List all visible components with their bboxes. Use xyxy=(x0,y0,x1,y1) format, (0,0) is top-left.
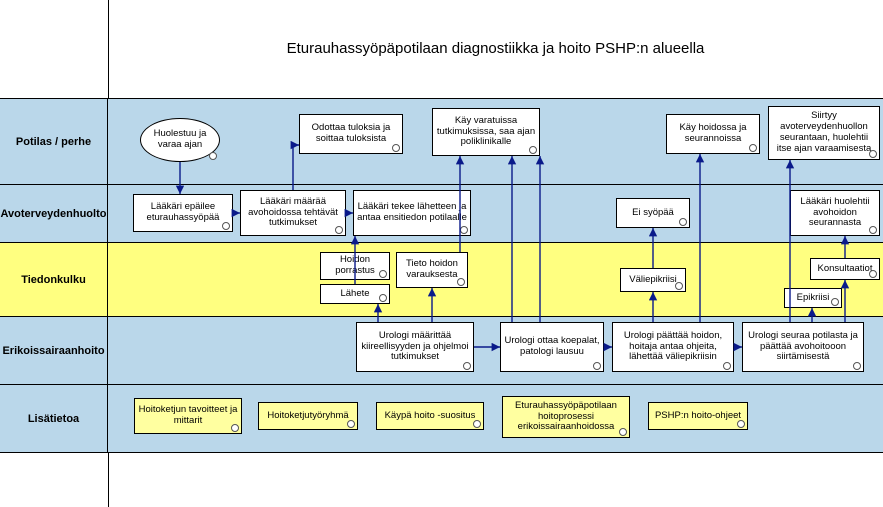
node-a5: Lääkäri huolehtii avohoidon seurannasta xyxy=(790,190,880,236)
node-marker-icon xyxy=(457,278,465,286)
node-marker-icon xyxy=(209,152,217,160)
node-t6: Epikriisi xyxy=(784,288,842,308)
diagram-title: Eturauhassyöpäpotilaan diagnostiikka ja … xyxy=(108,40,883,57)
node-text-p5: Siirtyy avoterveydenhuollon seurantaan, … xyxy=(772,111,876,155)
node-text-l5: PSHP:n hoito-ohjeet xyxy=(655,411,741,422)
node-l2: Hoitoketjutyöryhmä xyxy=(258,402,358,430)
node-marker-icon xyxy=(619,428,627,436)
node-marker-icon xyxy=(460,226,468,234)
node-t4: Väliepikriisi xyxy=(620,268,686,292)
node-text-l1: Hoitoketjun tavoitteet ja mittarit xyxy=(138,405,238,427)
node-marker-icon xyxy=(593,362,601,370)
node-p3: Käy varatuissa tutkimuksissa, saa ajan p… xyxy=(432,108,540,156)
node-a1: Lääkäri epäilee eturauhassyöpää xyxy=(133,194,233,232)
node-marker-icon xyxy=(831,298,839,306)
node-text-a3: Lääkäri tekee lähetteen ja antaa ensitie… xyxy=(357,202,467,224)
node-text-t1: Hoidon porrastus xyxy=(324,255,386,277)
node-p1: Huolestuu ja varaa ajan xyxy=(140,118,220,162)
node-e2: Urologi ottaa koepalat, patologi lausuu xyxy=(500,322,604,372)
node-l5: PSHP:n hoito-ohjeet xyxy=(648,402,748,430)
node-text-t6: Epikriisi xyxy=(797,293,830,304)
node-a2: Lääkäri määrää avohoidossa tehtävät tutk… xyxy=(240,190,346,236)
node-marker-icon xyxy=(869,226,877,234)
node-e3: Urologi päättää hoidon, hoitaja antaa oh… xyxy=(612,322,734,372)
node-marker-icon xyxy=(347,420,355,428)
node-text-e3: Urologi päättää hoidon, hoitaja antaa oh… xyxy=(616,331,730,364)
node-p2: Odottaa tuloksia ja soittaa tuloksista xyxy=(299,114,403,154)
node-marker-icon xyxy=(529,146,537,154)
node-p5: Siirtyy avoterveydenhuollon seurantaan, … xyxy=(768,106,880,160)
node-marker-icon xyxy=(737,420,745,428)
node-text-p3: Käy varatuissa tutkimuksissa, saa ajan p… xyxy=(436,116,536,149)
node-text-p2: Odottaa tuloksia ja soittaa tuloksista xyxy=(303,123,399,145)
lane-label-erik: Erikoissairaanhoito xyxy=(0,317,108,384)
node-marker-icon xyxy=(869,270,877,278)
node-marker-icon xyxy=(392,144,400,152)
node-text-l2: Hoitoketjutyöryhmä xyxy=(267,411,348,422)
node-text-t3: Tieto hoidon varauksesta xyxy=(400,259,464,281)
node-marker-icon xyxy=(222,222,230,230)
node-text-e2: Urologi ottaa koepalat, patologi lausuu xyxy=(504,336,600,358)
diagram-canvas: Eturauhassyöpäpotilaan diagnostiikka ja … xyxy=(0,0,883,507)
lane-label-lisa: Lisätietoa xyxy=(0,385,108,452)
node-e4: Urologi seuraa potilasta ja päättää avoh… xyxy=(742,322,864,372)
node-marker-icon xyxy=(679,218,687,226)
node-t5: Konsultaatiot xyxy=(810,258,880,280)
node-text-l4: Eturauhassyöpäpotilaan hoitoprosessi eri… xyxy=(506,401,626,434)
node-text-e4: Urologi seuraa potilasta ja päättää avoh… xyxy=(746,331,860,364)
node-t3: Tieto hoidon varauksesta xyxy=(396,252,468,288)
node-text-t4: Väliepikriisi xyxy=(629,275,677,286)
node-p4: Käy hoidossa ja seurannoissa xyxy=(666,114,760,154)
node-marker-icon xyxy=(723,362,731,370)
node-e1: Urologi määrittää kiireellisyyden ja ohj… xyxy=(356,322,474,372)
node-l4: Eturauhassyöpäpotilaan hoitoprosessi eri… xyxy=(502,396,630,438)
node-text-a1: Lääkäri epäilee eturauhassyöpää xyxy=(137,202,229,224)
node-t2: Lähete xyxy=(320,284,390,304)
node-text-p4: Käy hoidossa ja seurannoissa xyxy=(670,123,756,145)
node-l3: Käypä hoito -suositus xyxy=(376,402,484,430)
lane-label-tiedon: Tiedonkulku xyxy=(0,243,108,316)
node-text-a2: Lääkäri määrää avohoidossa tehtävät tutk… xyxy=(244,197,342,230)
node-a3: Lääkäri tekee lähetteen ja antaa ensitie… xyxy=(353,190,471,236)
node-text-a4: Ei syöpää xyxy=(632,208,674,219)
node-marker-icon xyxy=(379,270,387,278)
node-text-t5: Konsultaatiot xyxy=(818,264,873,275)
node-marker-icon xyxy=(379,294,387,302)
node-marker-icon xyxy=(335,226,343,234)
node-t1: Hoidon porrastus xyxy=(320,252,390,280)
node-marker-icon xyxy=(675,282,683,290)
node-marker-icon xyxy=(869,150,877,158)
bottom-border xyxy=(0,452,883,453)
node-text-l3: Käypä hoito -suositus xyxy=(385,411,476,422)
node-marker-icon xyxy=(463,362,471,370)
node-a4: Ei syöpää xyxy=(616,198,690,228)
node-text-e1: Urologi määrittää kiireellisyyden ja ohj… xyxy=(360,331,470,364)
node-text-a5: Lääkäri huolehtii avohoidon seurannasta xyxy=(794,197,876,230)
node-text-t2: Lähete xyxy=(340,289,369,300)
node-text-p1: Huolestuu ja varaa ajan xyxy=(144,129,216,151)
lane-label-potilas: Potilas / perhe xyxy=(0,99,108,184)
node-marker-icon xyxy=(473,420,481,428)
node-l1: Hoitoketjun tavoitteet ja mittarit xyxy=(134,398,242,434)
node-marker-icon xyxy=(749,144,757,152)
lane-label-avo: Avoterveydenhuolto xyxy=(0,185,108,242)
node-marker-icon xyxy=(231,424,239,432)
node-marker-icon xyxy=(853,362,861,370)
